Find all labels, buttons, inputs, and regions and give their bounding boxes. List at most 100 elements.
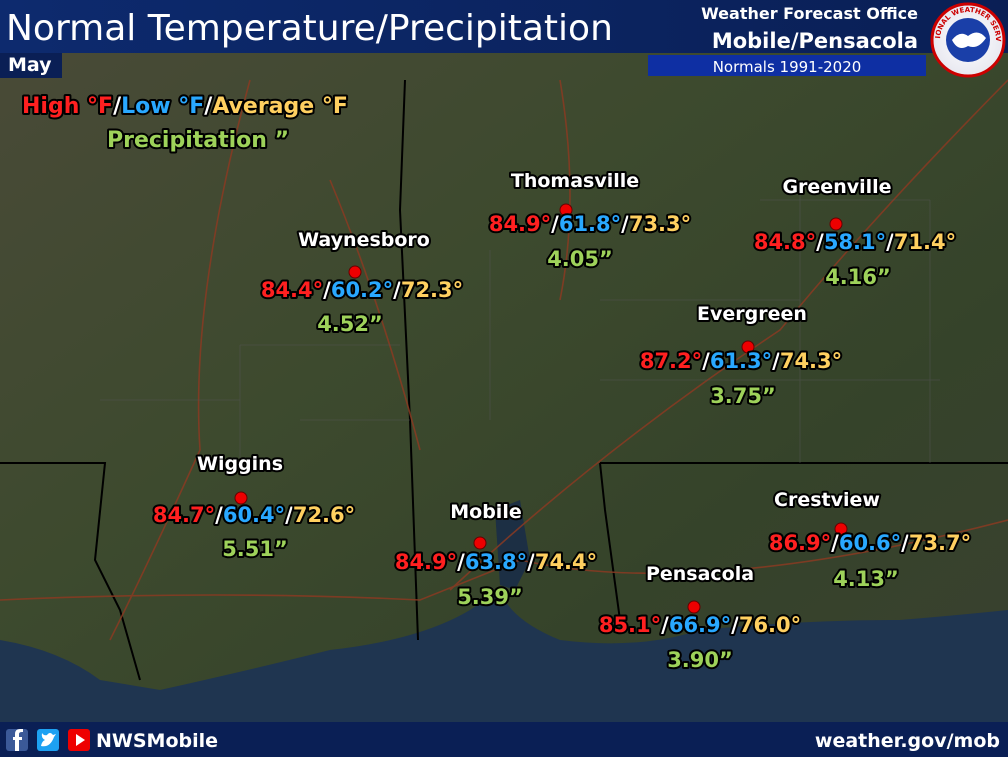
- mobile-bay: [495, 500, 530, 590]
- temperatures: 84.4°/60.2°/72.3°: [261, 278, 463, 302]
- city-dot: [829, 217, 843, 231]
- precipitation: 5.51”: [222, 537, 288, 561]
- temperatures: 86.9°/60.6°/73.7°: [769, 531, 971, 555]
- office-line: Weather Forecast Office: [701, 4, 918, 23]
- high: 84.8°: [754, 230, 816, 254]
- city: Wiggins 84.7°/60.4°/72.6° 5.51”: [151, 451, 357, 563]
- city-name: Waynesboro: [298, 229, 430, 251]
- title: Normal Temperature/Precipitation: [6, 8, 613, 49]
- low: 63.8°: [465, 550, 527, 574]
- low: 60.6°: [839, 531, 901, 555]
- social-icons[interactable]: [6, 729, 90, 751]
- legend-temps: High °F/Low °F/Average °F: [22, 94, 348, 119]
- precipitation: 3.75”: [710, 384, 776, 408]
- low: 61.8°: [559, 212, 621, 236]
- state-borders: [0, 79, 1008, 681]
- temperatures: 84.7°/60.4°/72.6°: [153, 503, 355, 527]
- separator: /: [204, 94, 213, 119]
- separator: /: [702, 349, 710, 373]
- temperatures: 87.2°/61.3°/74.3°: [640, 349, 842, 373]
- separator: /: [831, 531, 839, 555]
- average: 73.7°: [909, 531, 971, 555]
- normals-band: [648, 55, 926, 76]
- normals: Normals 1991-2020: [713, 58, 862, 76]
- low: 60.4°: [223, 503, 285, 527]
- precipitation: 4.16”: [825, 265, 891, 289]
- high: 85.1°: [599, 613, 661, 637]
- precipitation: 4.05”: [547, 247, 613, 271]
- separator: /: [816, 230, 824, 254]
- city-name: Wiggins: [197, 453, 283, 475]
- separator: /: [113, 94, 122, 119]
- high: 86.9°: [769, 531, 831, 555]
- office: Mobile/Pensacola: [712, 29, 918, 53]
- legend-average: Average °F: [212, 94, 348, 119]
- separator: /: [285, 503, 293, 527]
- separator: /: [527, 550, 535, 574]
- separator: /: [886, 230, 894, 254]
- city: Greenville 84.8°/58.1°/71.4° 4.16”: [752, 174, 958, 291]
- footer-band: [0, 722, 1008, 757]
- city-dot: [234, 491, 248, 505]
- precipitation: 4.13”: [833, 567, 899, 591]
- month-band: [0, 53, 62, 78]
- legend-low: Low °F: [121, 94, 204, 119]
- city-dot: [473, 536, 487, 550]
- low: 58.1°: [824, 230, 886, 254]
- legend-high: High °F: [22, 94, 113, 119]
- separator: /: [621, 212, 629, 236]
- high: 84.7°: [153, 503, 215, 527]
- separator: /: [661, 613, 669, 637]
- temperatures: 84.9°/63.8°/74.4°: [395, 550, 597, 574]
- separator: /: [772, 349, 780, 373]
- precipitation: 3.90”: [667, 648, 733, 672]
- county-lines: [100, 180, 940, 463]
- average: 73.3°: [629, 212, 691, 236]
- separator: /: [393, 278, 401, 302]
- city-name: Crestview: [774, 489, 880, 511]
- legend-precipitation: Precipitation ”: [107, 128, 289, 153]
- city-dot: [559, 203, 573, 217]
- low: 66.9°: [669, 613, 731, 637]
- high: 87.2°: [640, 349, 702, 373]
- city-name: Mobile: [450, 501, 521, 523]
- high: 84.4°: [261, 278, 323, 302]
- separator: /: [215, 503, 223, 527]
- temperatures: 85.1°/66.9°/76.0°: [599, 613, 801, 637]
- high: 84.9°: [395, 550, 457, 574]
- city-dot: [687, 600, 701, 614]
- high: 84.9°: [489, 212, 551, 236]
- city-dot: [834, 522, 848, 536]
- separator: /: [323, 278, 331, 302]
- month: May: [8, 54, 52, 76]
- separator: /: [457, 550, 465, 574]
- precipitation: 4.52”: [317, 312, 383, 336]
- city-dot: [348, 265, 362, 279]
- city-dot: [741, 340, 755, 354]
- low: 61.3°: [710, 349, 772, 373]
- handle: NWSMobile: [96, 730, 218, 752]
- header-band: [0, 0, 1008, 53]
- roads: [0, 79, 1008, 641]
- city-name: Thomasville: [511, 170, 639, 192]
- city-name: Evergreen: [697, 303, 807, 325]
- separator: /: [551, 212, 559, 236]
- separator: /: [901, 531, 909, 555]
- temperatures: 84.8°/58.1°/71.4°: [754, 230, 956, 254]
- average: 76.0°: [739, 613, 801, 637]
- average: 72.3°: [401, 278, 463, 302]
- city: Waynesboro 84.4°/60.2°/72.3° 4.52”: [259, 227, 465, 338]
- separator: /: [731, 613, 739, 637]
- precipitation: 5.39”: [457, 585, 523, 609]
- website[interactable]: weather.gov/mob: [815, 730, 1000, 752]
- average: 74.3°: [780, 349, 842, 373]
- city-name: Greenville: [782, 176, 891, 198]
- average: 74.4°: [535, 550, 597, 574]
- city-name: Pensacola: [646, 563, 754, 585]
